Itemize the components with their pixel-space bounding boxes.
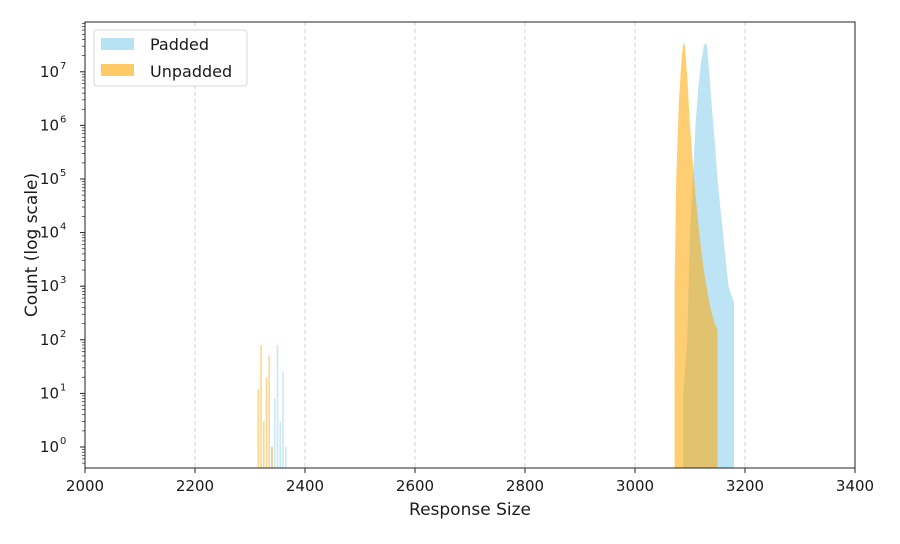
histogram-area-unpadded	[674, 42, 718, 469]
histogram-bar-unpadded	[265, 377, 268, 468]
y-tick-exponent: 0	[60, 436, 66, 447]
y-tick-exponent: 5	[60, 168, 66, 179]
y-tick-exponent: 4	[60, 222, 66, 233]
x-tick-label: 2400	[286, 477, 324, 495]
x-axis-ticks: 2000 2200 2400 2600 2800 3000 3200 3400	[66, 468, 874, 495]
legend-label-padded: Padded	[150, 35, 209, 54]
histogram-bar-unpadded	[262, 421, 265, 468]
y-tick-label: 10	[40, 331, 59, 349]
histogram-bar-padded	[276, 344, 279, 468]
histogram-bars	[257, 42, 734, 469]
y-tick-label: 10	[40, 384, 59, 402]
histogram-bar-padded	[273, 398, 276, 468]
y-tick-exponent: 7	[60, 61, 66, 72]
histogram-bar-unpadded	[271, 447, 273, 468]
x-tick-label: 2000	[66, 477, 104, 495]
legend-swatch-unpadded	[101, 64, 134, 76]
y-tick-label: 10	[40, 63, 59, 81]
legend-swatch-padded	[101, 38, 134, 50]
histogram-bar-padded	[279, 421, 282, 468]
x-gridlines	[194, 22, 746, 468]
histogram-bar-unpadded	[268, 355, 271, 468]
y-tick-label: 10	[40, 116, 59, 134]
x-tick-label: 2200	[176, 477, 214, 495]
legend: Padded Unpadded	[93, 29, 248, 87]
histogram-bar-padded	[271, 447, 273, 468]
histogram-bar-unpadded	[260, 344, 262, 468]
x-tick-label: 3000	[616, 477, 654, 495]
y-tick-label: 10	[40, 170, 59, 188]
x-tick-label: 3400	[836, 477, 874, 495]
x-axis-label: Response Size	[409, 500, 531, 520]
y-tick-label: 10	[40, 277, 59, 295]
histogram-bar-padded	[282, 372, 284, 468]
x-tick-label: 2600	[396, 477, 434, 495]
x-tick-label: 3200	[726, 477, 764, 495]
x-tick-label: 2800	[506, 477, 544, 495]
plot-frame	[84, 21, 856, 469]
y-axis-label: Count (log scale)	[22, 173, 42, 317]
y-tick-exponent: 3	[60, 275, 66, 286]
y-tick-label: 10	[40, 438, 59, 456]
y-tick-exponent: 1	[60, 382, 66, 393]
y-tick-exponent: 2	[60, 329, 66, 340]
y-tick-exponent: 6	[60, 114, 66, 125]
y-tick-label: 10	[40, 224, 59, 242]
histogram-bar-padded	[284, 447, 287, 468]
histogram-bar-unpadded	[257, 389, 260, 468]
legend-label-unpadded: Unpadded	[150, 62, 232, 81]
